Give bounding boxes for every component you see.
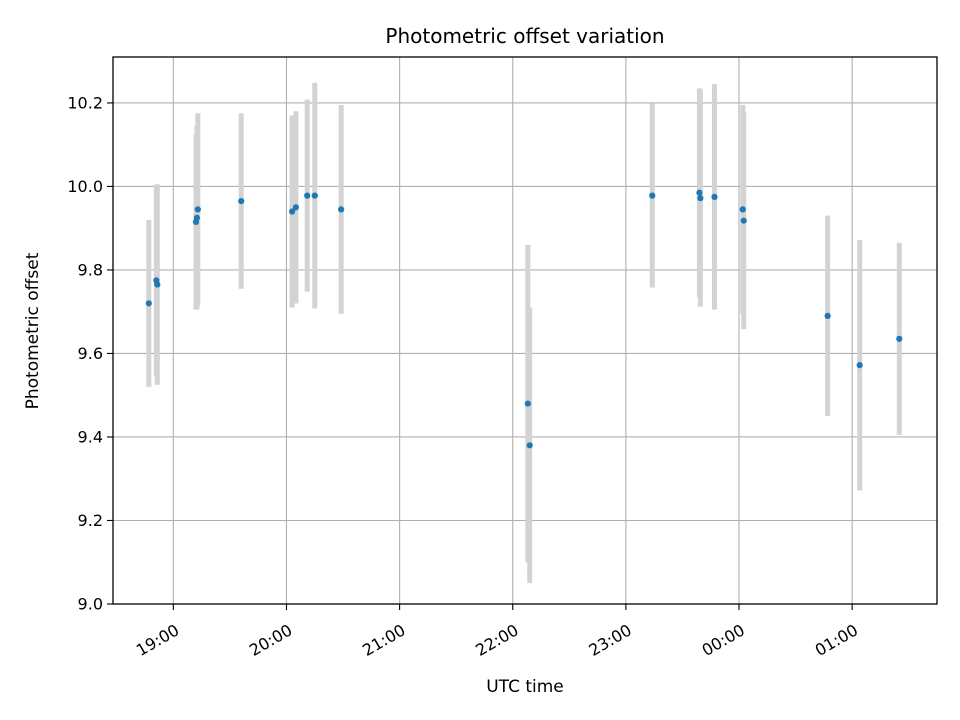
data-point bbox=[145, 300, 152, 307]
y-tick-label: 9.0 bbox=[78, 595, 103, 614]
data-point bbox=[526, 442, 533, 449]
data-point bbox=[740, 217, 747, 224]
data-point bbox=[739, 206, 746, 213]
data-point bbox=[154, 281, 161, 288]
chart-title: Photometric offset variation bbox=[385, 24, 664, 48]
data-point bbox=[696, 189, 703, 196]
y-tick-label: 9.6 bbox=[78, 344, 103, 363]
grid-lines bbox=[113, 57, 937, 605]
x-axis-label: UTC time bbox=[486, 677, 564, 697]
y-axis-label: Photometric offset bbox=[23, 252, 43, 409]
data-point bbox=[856, 362, 863, 369]
data-point bbox=[289, 208, 296, 215]
data-point bbox=[338, 206, 345, 213]
data-point bbox=[711, 193, 718, 200]
y-tick-label: 10.2 bbox=[67, 93, 103, 112]
data-point bbox=[304, 192, 311, 199]
data-point bbox=[311, 192, 318, 199]
data-point bbox=[649, 192, 656, 199]
data-points bbox=[145, 189, 903, 449]
data-point bbox=[697, 195, 704, 202]
data-point bbox=[896, 335, 903, 342]
data-point bbox=[194, 206, 201, 213]
data-point bbox=[292, 204, 300, 211]
data-point bbox=[524, 400, 531, 407]
y-tick-label: 9.2 bbox=[78, 511, 103, 530]
y-tick-label: 10.0 bbox=[67, 177, 103, 196]
y-tick-label: 9.8 bbox=[78, 260, 103, 279]
data-point bbox=[824, 312, 831, 319]
y-tick-label: 9.4 bbox=[78, 427, 103, 446]
plot-frame bbox=[112, 56, 938, 605]
data-point bbox=[238, 197, 245, 205]
y-axis-ticks: 9.0 9.2 9.4 9.6 9.8 10.0 10.2 bbox=[67, 93, 113, 614]
data-point bbox=[193, 214, 201, 221]
